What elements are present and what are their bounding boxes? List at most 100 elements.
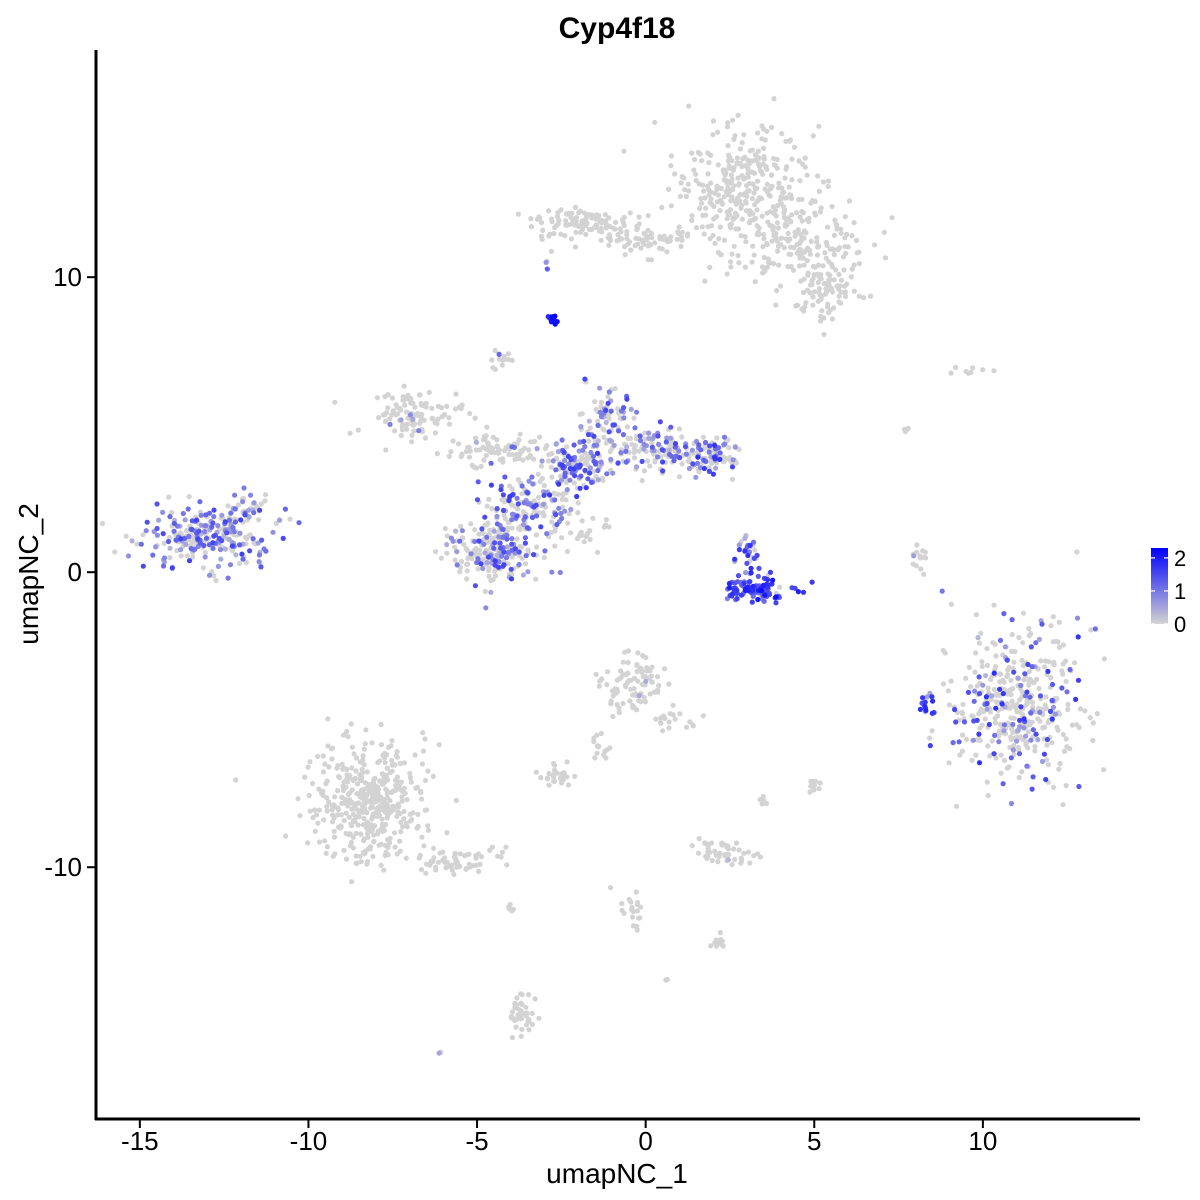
cell-point bbox=[979, 659, 985, 665]
cell-point bbox=[374, 798, 380, 804]
cell-point bbox=[1010, 686, 1016, 692]
cell-point bbox=[624, 396, 630, 402]
cell-point bbox=[123, 533, 129, 539]
cell-point bbox=[408, 396, 414, 402]
cell-point bbox=[407, 770, 413, 777]
cell-point bbox=[1022, 671, 1028, 677]
cell-point bbox=[664, 249, 670, 255]
cell-point bbox=[712, 848, 718, 854]
cell-point bbox=[561, 449, 567, 455]
cell-point bbox=[492, 558, 498, 564]
cell-point bbox=[565, 453, 572, 460]
cell-point bbox=[387, 807, 393, 813]
cell-point bbox=[195, 536, 201, 542]
cell-point bbox=[807, 789, 813, 795]
cell-point bbox=[1044, 742, 1050, 748]
cell-point bbox=[241, 485, 247, 491]
cell-point bbox=[815, 244, 821, 250]
cell-point bbox=[438, 555, 444, 561]
cell-point bbox=[602, 212, 609, 218]
cell-point bbox=[222, 519, 228, 525]
cell-point bbox=[435, 416, 441, 422]
cell-point bbox=[655, 433, 661, 439]
cell-point bbox=[501, 356, 507, 363]
cell-point bbox=[504, 536, 510, 542]
cell-point bbox=[323, 850, 329, 856]
cell-point bbox=[167, 514, 173, 520]
cell-point bbox=[1056, 644, 1062, 651]
cell-point bbox=[359, 778, 365, 784]
cell-point bbox=[796, 263, 803, 269]
cell-point bbox=[198, 512, 204, 519]
cell-point bbox=[983, 694, 990, 700]
cell-point bbox=[490, 365, 496, 371]
cell-point bbox=[984, 779, 990, 785]
cell-point bbox=[607, 448, 613, 454]
cell-point bbox=[810, 302, 816, 308]
cell-point bbox=[636, 698, 642, 704]
cell-point bbox=[555, 221, 561, 227]
cell-point bbox=[522, 535, 529, 541]
cell-point bbox=[789, 156, 795, 162]
cell-point bbox=[525, 490, 531, 496]
cell-point bbox=[335, 812, 341, 818]
cell-point bbox=[696, 836, 702, 842]
cell-point bbox=[732, 444, 738, 450]
cell-point bbox=[489, 506, 495, 512]
cell-point bbox=[662, 452, 668, 458]
cell-point bbox=[218, 556, 224, 562]
cell-point bbox=[211, 514, 217, 520]
cell-point bbox=[329, 807, 335, 813]
cell-point bbox=[725, 211, 731, 217]
cell-point bbox=[923, 707, 929, 714]
cell-point bbox=[1043, 694, 1049, 700]
cell-point bbox=[519, 491, 525, 497]
cell-point bbox=[345, 803, 351, 809]
cell-point bbox=[577, 464, 583, 470]
cell-point bbox=[345, 734, 351, 740]
cell-point bbox=[710, 132, 716, 138]
cell-point bbox=[509, 357, 515, 363]
cell-point bbox=[538, 233, 545, 239]
cell-point bbox=[997, 671, 1003, 677]
cell-point bbox=[1014, 734, 1020, 741]
cell-point bbox=[921, 554, 927, 560]
cell-point bbox=[736, 260, 742, 266]
cell-point bbox=[343, 810, 349, 816]
cell-point bbox=[739, 164, 745, 170]
cell-point bbox=[573, 215, 579, 221]
cell-point bbox=[616, 709, 622, 716]
cell-point bbox=[1067, 746, 1073, 752]
cell-point bbox=[634, 661, 640, 668]
cell-point bbox=[1015, 675, 1021, 681]
cell-point bbox=[398, 407, 404, 413]
colorbar-label: 0 bbox=[1174, 612, 1186, 637]
cell-point bbox=[1017, 724, 1023, 730]
cell-point bbox=[603, 440, 609, 446]
cell-point bbox=[1017, 717, 1023, 723]
cell-point bbox=[246, 507, 252, 513]
cell-point bbox=[446, 415, 452, 421]
cell-point bbox=[815, 279, 821, 286]
cell-point bbox=[353, 830, 359, 837]
cell-point bbox=[582, 467, 588, 473]
cell-point bbox=[401, 808, 407, 815]
cell-point bbox=[452, 406, 459, 412]
x-tick-label: 10 bbox=[968, 1126, 997, 1156]
cell-point bbox=[723, 456, 729, 462]
cell-point bbox=[763, 164, 769, 170]
cell-point bbox=[190, 554, 196, 560]
cell-point bbox=[183, 541, 189, 548]
cell-point bbox=[178, 530, 184, 536]
cell-point bbox=[743, 200, 749, 206]
cell-point bbox=[1025, 661, 1031, 668]
cell-point bbox=[526, 478, 532, 484]
cell-point bbox=[178, 547, 184, 553]
cell-point bbox=[1074, 549, 1080, 555]
cell-point bbox=[642, 436, 648, 442]
cell-point bbox=[1045, 762, 1052, 768]
cell-point bbox=[960, 701, 966, 707]
cell-point bbox=[215, 523, 221, 529]
cell-point bbox=[723, 170, 729, 176]
cell-point bbox=[738, 860, 744, 866]
